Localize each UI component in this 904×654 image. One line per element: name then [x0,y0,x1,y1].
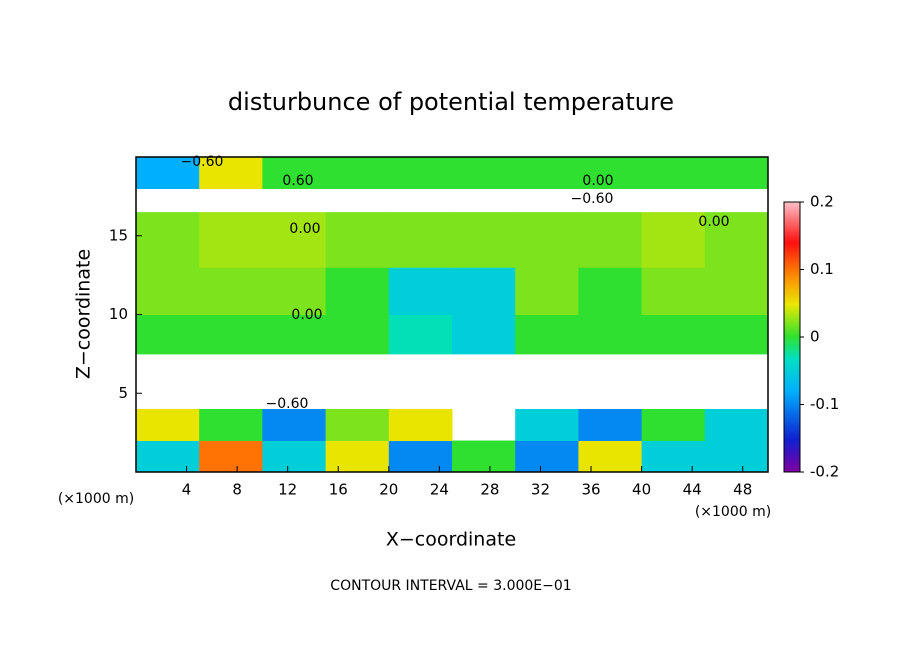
field-cell [388,409,453,441]
field-cell [515,409,579,441]
field-cell [262,267,327,315]
field-cell [704,409,769,441]
footer: CONTOUR INTERVAL = 3.000E−01 [330,578,571,594]
field-cell [325,314,390,355]
colorbar-tick-label: -0.1 [810,395,839,413]
x-tick-label: 32 [531,481,550,499]
field-cell [388,440,453,473]
field-cell [388,212,453,268]
x-tick-label: 20 [379,481,398,499]
x-tick-label: 48 [733,481,752,499]
field-cell [704,267,769,315]
field-cell [325,157,390,189]
field-cell [388,157,453,189]
contour-label: −0.60 [181,154,224,170]
contour-label: 0.00 [582,173,613,189]
field-cell [515,212,579,268]
x-tick-label: 28 [480,481,499,499]
field-cell [704,314,769,355]
field-cell [136,314,200,355]
field-cell [578,157,643,189]
colorbar [783,201,801,473]
field-cell [325,409,390,441]
field-cell [262,157,327,189]
field-cell [452,440,516,473]
field-cell [262,440,327,473]
field-cell [641,314,706,355]
x-tick-label: 4 [182,481,192,499]
field-cell [641,157,706,189]
field-cell [325,267,390,315]
colorbar-tick-label: -0.2 [810,463,839,481]
x-tick-label: 24 [430,481,449,499]
field-cell [199,409,263,441]
field-cell [641,212,706,268]
contour-label: 0.00 [698,214,729,230]
field-cell [452,314,516,355]
field-cell [325,440,390,473]
field-cell [262,409,327,441]
field-cell [515,157,579,189]
field-cell [704,440,769,473]
x-tick-label: 40 [632,481,651,499]
field-cell [515,440,579,473]
field-cell [388,314,453,355]
field-cell [199,440,263,473]
field-cell [452,157,516,189]
field-cell [578,440,643,473]
x-tick-label: 12 [278,481,297,499]
field-cell [641,267,706,315]
x-unit-left: (×1000 m) [58,491,134,507]
field-cell [641,409,706,441]
field-cell [136,409,200,441]
field-cell [515,314,579,355]
field-cell [199,212,263,268]
field-cell [136,157,200,189]
contour-label: 0.60 [282,173,313,189]
chart-title: disturbunce of potential temperature [228,88,674,116]
field-cell [578,314,643,355]
field-cell [136,267,200,315]
field-cell [641,440,706,473]
x-tick-label: 36 [581,481,600,499]
field-cell [388,267,453,315]
x-tick-label: 8 [232,481,242,499]
field-cell [704,157,769,189]
y-tick-label: 15 [109,226,128,244]
field-cell [578,267,643,315]
contour-label: 0.00 [291,307,322,323]
field-cell [452,267,516,315]
contour-label: −0.60 [571,191,614,207]
contour-label: 0.00 [289,221,320,237]
y-axis-title: Z−coordinate [73,249,95,379]
y-tick-label: 10 [109,305,128,323]
field-cell [325,212,390,268]
field-cell [136,212,200,268]
field-cell [578,409,643,441]
field-cell [704,212,769,268]
field-cell [262,314,327,355]
x-unit-right: (×1000 m) [695,504,771,520]
field-cell [199,157,263,189]
field-cell [199,267,263,315]
field-cell [452,212,516,268]
field-cell [199,314,263,355]
field-cell [515,267,579,315]
colorbar-tick-label: 0 [810,328,820,346]
field-cell [262,212,327,268]
x-tick-label: 16 [329,481,348,499]
colorbar-tick-label: 0.1 [810,260,834,278]
y-tick-label: 5 [118,384,128,402]
x-tick-label: 44 [683,481,702,499]
field-cell [136,440,200,473]
colorbar-tick-label: 0.2 [810,193,834,211]
x-axis-title: X−coordinate [386,529,516,551]
field-cell [578,212,643,268]
contour-label: −0.60 [266,396,309,412]
